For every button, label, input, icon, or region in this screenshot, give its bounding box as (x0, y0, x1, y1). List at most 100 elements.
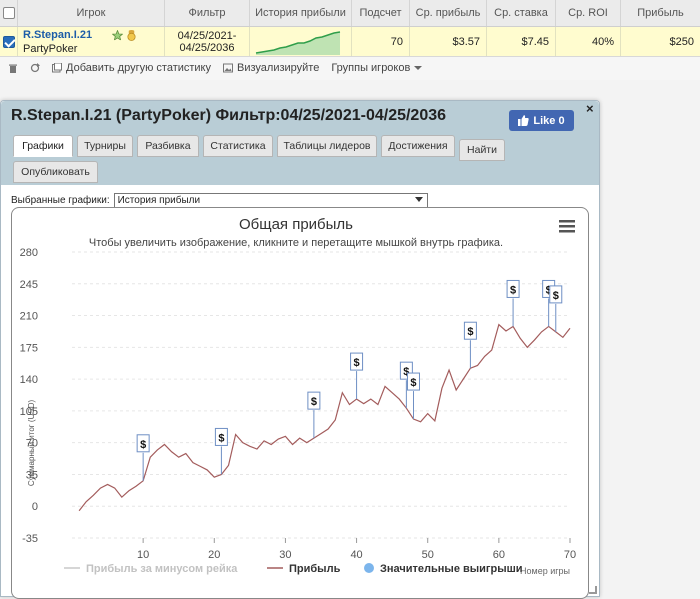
header-avg-profit[interactable]: Ср. прибыль (410, 0, 487, 26)
y-tick-label: 280 (20, 247, 38, 259)
x-tick-label: 30 (279, 549, 291, 561)
marker-flag (350, 352, 364, 371)
profit-sparkline[interactable] (250, 27, 352, 56)
marker-flag (214, 427, 228, 446)
marker-flag (406, 372, 420, 391)
tab-charts[interactable]: Графики (13, 135, 73, 157)
chart-select-value: История прибыли (117, 195, 201, 206)
marker-label: $ (410, 377, 416, 389)
y-tick-label: 105 (20, 406, 38, 418)
legend-item-profit[interactable]: Прибыль (267, 563, 341, 575)
y-tick-label: 175 (20, 342, 38, 354)
chart-subtitle: Чтобы увеличить изображение, кликните и … (89, 237, 503, 249)
big-win-marker[interactable]: $ (463, 321, 477, 369)
x-tick-label: 40 (350, 549, 362, 561)
marker-flag (549, 285, 563, 304)
series-line-profit[interactable] (78, 323, 571, 512)
marker-label: $ (553, 290, 559, 302)
select-all-checkbox[interactable] (0, 0, 18, 26)
big-win-marker[interactable]: $ (506, 279, 520, 327)
chevron-down-icon (414, 197, 423, 202)
chart-svg[interactable]: Общая прибыль Чтобы увеличить изображени… (12, 208, 589, 599)
header-profit-history[interactable]: История прибыли (250, 0, 352, 26)
player-details-dialog: R.Stepan.I.21 (PartyPoker) Фильтр:04/25/… (0, 100, 600, 599)
tab-tournaments[interactable]: Турниры (77, 135, 133, 157)
filter-cell: 04/25/2021- 04/25/2036 (165, 27, 250, 56)
big-win-marker[interactable]: $ (136, 434, 150, 481)
x-tick-label: 60 (493, 549, 505, 561)
profit-chart[interactable]: Общая прибыль Чтобы увеличить изображени… (11, 207, 589, 599)
player-groups-dropdown[interactable]: Группы игроков (331, 62, 423, 74)
chart-select[interactable]: История прибыли (113, 193, 428, 208)
tab-breakdown[interactable]: Разбивка (137, 135, 199, 157)
legend-swatch (364, 563, 374, 573)
x-tick-label: 70 (564, 549, 576, 561)
refresh-icon (30, 63, 40, 73)
y-tick-label: 0 (32, 501, 38, 513)
player-cell[interactable]: R.Stepan.I.21 PartyPoker (18, 27, 165, 56)
medal-icon (127, 30, 136, 41)
legend-item-rake[interactable]: Прибыль за минусом рейка (64, 563, 238, 575)
header-filter[interactable]: Фильтр (165, 0, 250, 26)
header-count[interactable]: Подсчет (352, 0, 410, 26)
avg-roi-value: 40% (556, 27, 621, 56)
table-row[interactable]: R.Stepan.I.21 PartyPoker 04/25/2021- 04/… (0, 27, 700, 57)
chart-menu-button[interactable] (559, 220, 575, 233)
star-badge-icon (112, 30, 123, 41)
marker-label: $ (403, 366, 409, 378)
y-tick-label: 140 (20, 374, 38, 386)
grid-header: Игрок Фильтр История прибыли Подсчет Ср.… (0, 0, 700, 27)
selected-charts-row: Выбранные графики: История прибыли (11, 193, 428, 208)
y-axis-label: Суммарный итог (USD) (27, 400, 36, 487)
dialog-header: R.Stepan.I.21 (PartyPoker) Фильтр:04/25/… (1, 101, 599, 185)
trash-icon (9, 64, 17, 73)
tab-achievements[interactable]: Достижения (381, 135, 455, 157)
legend-item-big-wins[interactable]: Значительные выигрыши (364, 563, 523, 575)
facebook-like-button[interactable]: Like 0 (509, 110, 574, 131)
row-checkbox[interactable] (0, 27, 18, 56)
player-site: PartyPoker (23, 42, 78, 55)
stats-grid: Игрок Фильтр История прибыли Подсчет Ср.… (0, 0, 700, 80)
refresh-button[interactable] (30, 63, 40, 73)
delete-button[interactable] (8, 63, 18, 73)
marker-label: $ (510, 284, 516, 296)
close-button[interactable]: × (586, 101, 594, 116)
player-name-link[interactable]: R.Stepan.I.21 (23, 28, 93, 41)
tab-search[interactable]: Найти (459, 139, 505, 161)
visualize-button[interactable]: Визуализируйте (223, 62, 319, 74)
add-stats-label: Добавить другую статистику (66, 62, 211, 74)
count-value: 70 (352, 27, 410, 56)
x-tick-label: 50 (422, 549, 434, 561)
big-win-marker[interactable]: $ (406, 372, 420, 420)
add-stats-button[interactable]: Добавить другую статистику (52, 62, 211, 74)
marker-label: $ (140, 439, 146, 451)
resize-handle[interactable] (589, 586, 597, 594)
tab-publish[interactable]: Опубликовать (13, 161, 98, 183)
like-label: Like 0 (533, 114, 565, 127)
header-avg-stake[interactable]: Ср. ставка (487, 0, 556, 26)
big-win-marker[interactable]: $ (307, 391, 321, 439)
header-profit[interactable]: Прибыль (637, 7, 684, 19)
avg-stake-value: $7.45 (487, 27, 556, 56)
visualize-label: Визуализируйте (237, 62, 320, 74)
x-axis-label: Номер игры (520, 566, 570, 576)
avg-profit-value: $3.57 (410, 27, 487, 56)
filter-date-end: 04/25/2036 (179, 41, 235, 54)
grid-toolbar: Добавить другую статистику Визуализируйт… (0, 57, 700, 79)
player-groups-label: Группы игроков (331, 62, 411, 74)
y-tick-label: 210 (20, 311, 38, 323)
legend-label: Прибыль за минусом рейка (86, 563, 238, 575)
thumbs-up-icon (518, 115, 530, 126)
big-win-marker[interactable]: $ (549, 285, 563, 332)
marker-flag (506, 279, 520, 298)
chart-title: Общая прибыль (239, 216, 353, 233)
big-win-marker[interactable]: $ (350, 352, 364, 400)
tab-leaderboards[interactable]: Таблицы лидеров (277, 135, 377, 157)
header-player[interactable]: Игрок (18, 0, 165, 26)
marker-label: $ (311, 396, 317, 408)
tab-statistics[interactable]: Статистика (203, 135, 273, 157)
marker-label: $ (218, 432, 224, 444)
big-win-marker[interactable]: $ (214, 427, 228, 475)
profit-value: $250 (669, 35, 694, 48)
header-avg-roi[interactable]: Ср. ROI (556, 0, 621, 26)
